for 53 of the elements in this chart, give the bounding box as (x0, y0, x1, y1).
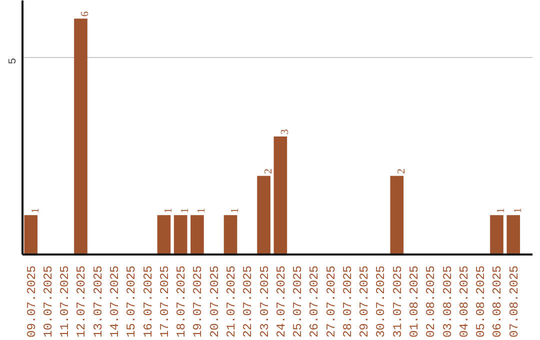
x-tick-label: 05.08.2025 (474, 265, 488, 338)
y-tick-label: 5 (8, 58, 20, 64)
bar (157, 215, 171, 254)
x-tick-label: 17.07.2025 (158, 265, 172, 338)
data-label: 1 (496, 208, 508, 214)
bar (274, 136, 288, 254)
bar (190, 215, 204, 254)
x-tick-label: 10.07.2025 (41, 265, 56, 338)
bar (174, 215, 188, 254)
x-tick-label: 01.08.2025 (408, 265, 422, 338)
x-tick-label: 31.07.2025 (390, 265, 405, 338)
data-label: 1 (512, 208, 524, 214)
x-tick-label: 06.08.2025 (490, 265, 505, 338)
data-label: 6 (80, 10, 92, 17)
x-tick-label: 28.07.2025 (340, 265, 355, 338)
data-label: 1 (180, 208, 192, 214)
bar (490, 215, 504, 254)
data-label: 1 (30, 208, 42, 214)
data-label: 2 (263, 168, 274, 174)
data-label: 3 (280, 129, 291, 135)
x-tick-label: 16.07.2025 (141, 265, 156, 338)
x-tick-label: 25.07.2025 (291, 265, 306, 338)
x-tick-label: 11.07.2025 (58, 265, 72, 338)
x-tick-label: 30.07.2025 (374, 265, 388, 338)
x-tick-label: 19.07.2025 (191, 265, 206, 338)
data-label: 1 (230, 208, 241, 214)
bar (506, 215, 520, 254)
bar (224, 215, 238, 254)
bar (74, 18, 88, 254)
data-label: 2 (396, 168, 408, 174)
x-tick-label: 22.07.2025 (241, 265, 256, 338)
x-tick-label: 02.08.2025 (424, 265, 438, 338)
x-tick-label: 14.07.2025 (108, 265, 122, 338)
x-tick-label: 23.07.2025 (258, 265, 272, 338)
x-tick-label: 15.07.2025 (124, 265, 139, 338)
x-tick-label: 18.07.2025 (174, 265, 189, 338)
bar (24, 215, 38, 254)
x-tick-label: 12.07.2025 (74, 265, 89, 338)
x-tick-label: 20.07.2025 (208, 265, 222, 338)
x-tick-label: 09.07.2025 (24, 265, 39, 338)
x-tick-label: 27.07.2025 (324, 265, 338, 338)
x-tick-label: 24.07.2025 (274, 265, 288, 338)
bar (390, 176, 404, 254)
x-tick-label: 04.08.2025 (457, 265, 472, 338)
x-tick-label: 21.07.2025 (224, 265, 238, 338)
x-tick-label: 26.07.2025 (308, 265, 322, 338)
data-label: 1 (196, 208, 208, 214)
bar (257, 176, 270, 254)
x-tick-label: 29.07.2025 (358, 265, 372, 338)
x-tick-label: 13.07.2025 (91, 265, 106, 338)
data-label: 1 (163, 208, 174, 214)
x-tick-label: 07.08.2025 (507, 265, 522, 338)
x-tick-label: 03.08.2025 (440, 265, 455, 338)
